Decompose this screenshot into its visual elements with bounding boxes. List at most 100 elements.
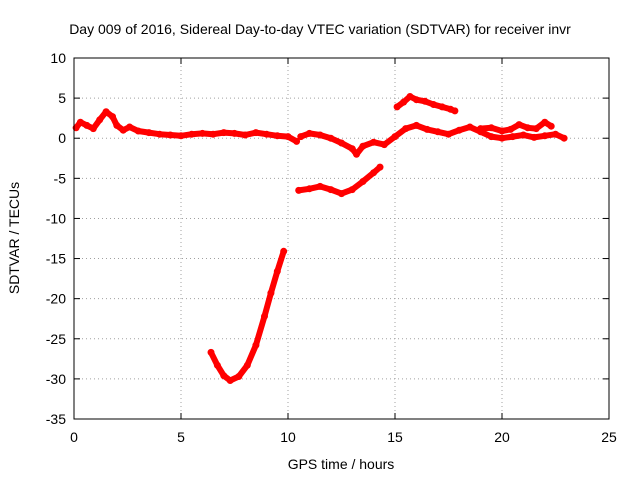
data-point-1-5 xyxy=(348,145,356,153)
data-point-5-2 xyxy=(220,372,228,380)
data-point-0-9 xyxy=(126,123,134,131)
data-point-1-26 xyxy=(560,134,568,142)
data-point-1-12 xyxy=(412,121,420,129)
data-point-1-9 xyxy=(380,141,388,149)
chart-title: Day 009 of 2016, Sidereal Day-to-day VTE… xyxy=(69,21,571,37)
data-point-0-15 xyxy=(188,130,196,138)
data-point-0-10 xyxy=(134,127,142,135)
x-tick-label-2: 10 xyxy=(280,429,296,445)
data-point-0-7 xyxy=(113,121,121,129)
data-point-0-1 xyxy=(76,118,84,126)
data-point-5-3 xyxy=(226,377,234,384)
data-point-5-4 xyxy=(235,373,243,380)
y-tick-label-3: -20 xyxy=(46,291,66,307)
data-point-4-4 xyxy=(338,190,345,198)
data-point-5-8 xyxy=(267,289,275,297)
data-point-4-1 xyxy=(305,185,313,193)
data-point-0-18 xyxy=(220,129,228,137)
data-point-5-10 xyxy=(280,247,288,255)
data-point-0-2 xyxy=(83,121,91,129)
y-tick-label-7: 0 xyxy=(58,130,66,146)
y-tick-label-4: -15 xyxy=(46,251,66,267)
data-point-0-14 xyxy=(177,132,185,140)
data-layer xyxy=(72,93,568,384)
data-point-5-6 xyxy=(252,341,260,349)
data-point-1-0 xyxy=(297,133,305,141)
data-point-2-8 xyxy=(451,107,459,115)
data-point-3-1 xyxy=(487,124,495,132)
data-point-1-8 xyxy=(370,138,378,146)
data-point-4-5 xyxy=(348,186,356,194)
data-point-0-16 xyxy=(198,129,206,137)
data-point-1-22 xyxy=(519,131,527,139)
data-point-1-23 xyxy=(530,133,538,141)
data-point-0-25 xyxy=(293,137,301,145)
data-point-3-4 xyxy=(515,121,523,129)
data-point-2-4 xyxy=(421,97,429,105)
data-point-3-2 xyxy=(498,127,506,135)
data-point-1-20 xyxy=(498,134,506,142)
data-point-0-8 xyxy=(119,126,127,134)
data-point-3-3 xyxy=(507,125,515,133)
data-point-4-6 xyxy=(359,178,367,185)
data-point-1-1 xyxy=(305,129,313,137)
data-point-1-17 xyxy=(466,123,474,131)
data-point-0-6 xyxy=(109,113,116,121)
data-point-5-1 xyxy=(213,361,221,369)
y-tick-label-2: -25 xyxy=(46,331,66,347)
data-point-2-6 xyxy=(438,103,446,111)
data-point-1-24 xyxy=(541,132,549,140)
x-tick-label-5: 25 xyxy=(601,429,617,445)
data-point-4-0 xyxy=(295,186,303,194)
data-point-4-7 xyxy=(370,169,378,177)
data-point-1-13 xyxy=(423,125,431,133)
data-point-1-15 xyxy=(445,130,452,138)
x-tick-label-0: 0 xyxy=(70,429,78,445)
y-tick-label-5: -10 xyxy=(46,210,66,226)
data-point-1-7 xyxy=(359,142,367,150)
data-point-0-17 xyxy=(209,130,217,138)
data-point-5-9 xyxy=(273,267,281,275)
data-point-0-21 xyxy=(252,129,260,137)
data-point-3-0 xyxy=(477,125,485,133)
data-point-1-19 xyxy=(487,133,495,141)
x-tick-label-4: 20 xyxy=(494,429,510,445)
data-point-2-1 xyxy=(400,98,408,106)
x-axis-label: GPS time / hours xyxy=(288,456,395,472)
x-tick-label-1: 5 xyxy=(177,429,185,445)
data-point-4-8 xyxy=(376,163,384,171)
y-tick-label-1: -30 xyxy=(46,371,66,387)
data-point-1-3 xyxy=(327,134,335,142)
data-point-1-25 xyxy=(552,130,559,138)
data-point-0-13 xyxy=(166,131,174,139)
y-axis-label: SDTVAR / TECUs xyxy=(6,182,22,294)
data-point-0-20 xyxy=(241,131,249,139)
data-point-2-2 xyxy=(406,93,414,100)
tick-layer: 0 5 10 15 20 25 -35 -30 -25 -20 -15 -10 -5 0 5 10 xyxy=(46,50,617,445)
grid-layer xyxy=(74,58,609,419)
x-tick-label-3: 15 xyxy=(387,429,403,445)
plot-frame xyxy=(73,57,610,420)
data-point-0-3 xyxy=(89,125,97,133)
data-point-0-22 xyxy=(263,130,271,138)
data-point-2-5 xyxy=(430,101,437,108)
data-point-0-5 xyxy=(102,108,110,116)
data-point-0-12 xyxy=(156,130,164,138)
data-point-1-6 xyxy=(353,150,360,158)
y-tick-label-0: -35 xyxy=(46,411,66,427)
data-point-1-11 xyxy=(402,125,410,133)
data-point-3-7 xyxy=(541,118,549,126)
data-point-1-21 xyxy=(509,133,517,141)
data-point-0-11 xyxy=(145,129,153,137)
data-point-1-2 xyxy=(316,131,324,139)
y-tick-label-6: -5 xyxy=(54,170,67,186)
data-point-3-6 xyxy=(532,125,540,133)
data-point-0-23 xyxy=(273,132,281,140)
data-point-1-14 xyxy=(434,128,442,136)
data-point-4-2 xyxy=(316,182,324,190)
data-point-5-0 xyxy=(207,348,215,356)
data-point-5-7 xyxy=(261,312,268,320)
series-trace-5 xyxy=(208,248,287,384)
